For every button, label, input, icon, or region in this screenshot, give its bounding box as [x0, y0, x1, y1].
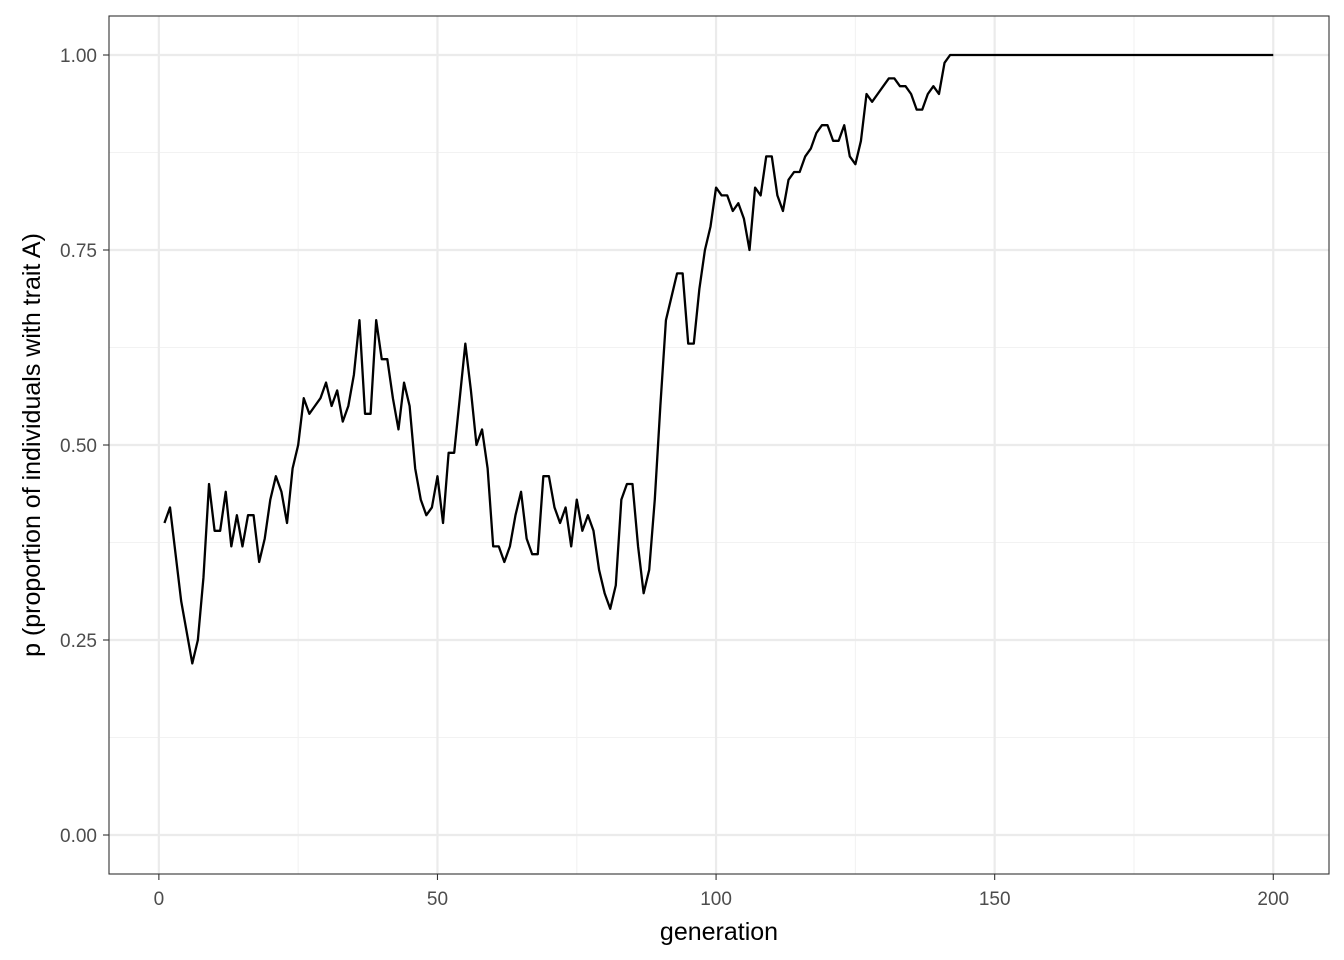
y-tick-label: 0.75	[60, 241, 97, 262]
series-layer	[163, 53, 1274, 665]
x-tick-label: 200	[1257, 889, 1289, 910]
x-axis-ticks: 0 50 100 150 200	[154, 874, 1289, 910]
x-axis-title: generation	[660, 918, 778, 946]
y-axis-title: p (proportion of individuals with trait …	[18, 233, 46, 657]
x-tick-label: 100	[700, 889, 732, 910]
x-tick-label: 0	[154, 889, 165, 910]
major-gridlines	[109, 16, 1329, 874]
series-line	[163, 53, 1274, 665]
minor-gridlines	[109, 16, 1329, 874]
y-tick-label: 0.25	[60, 631, 97, 652]
y-tick-label: 0.50	[60, 436, 97, 457]
y-axis-ticks: 0.00 0.25 0.50 0.75 1.00	[60, 46, 109, 847]
y-tick-label: 1.00	[60, 46, 97, 67]
x-tick-label: 150	[979, 889, 1011, 910]
y-tick-label: 0.00	[60, 826, 97, 847]
x-tick-label: 50	[427, 889, 448, 910]
